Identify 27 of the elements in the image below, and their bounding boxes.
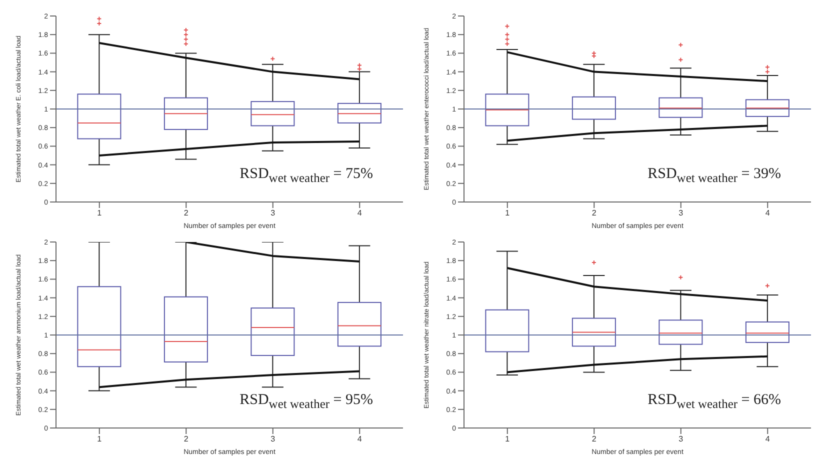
x-tick-label: 3 (270, 434, 276, 444)
x-tick-label: 1 (505, 208, 510, 218)
annotation: RSD$_{wet weather}$ = 75% (240, 166, 373, 186)
x-tick-label: 3 (678, 434, 684, 444)
x-tick-label: 1 (97, 434, 102, 444)
line-series (98, 140, 361, 156)
x-tick-label: 4 (357, 208, 362, 218)
line-series (98, 42, 361, 80)
line-series (506, 355, 769, 374)
line-series (506, 51, 769, 82)
x-tick-label: 4 (765, 208, 770, 218)
x-tick-label: 2 (184, 434, 189, 444)
x-tick-label: 3 (678, 208, 684, 218)
annotation: RSD$_{wet weather}$ = 39% (648, 166, 781, 186)
x-tick-label: 3 (270, 208, 276, 218)
line-series (506, 124, 769, 142)
x-tick-label: 1 (505, 434, 510, 444)
x-tick-label: 2 (592, 208, 597, 218)
x-tick-label: 4 (357, 434, 362, 444)
annotation: RSD$_{wet weather}$ = 95% (240, 392, 373, 412)
x-tick-label: 4 (765, 434, 770, 444)
x-tick-label: 2 (592, 434, 597, 444)
x-tick-label: 2 (184, 208, 189, 218)
annotation: RSD$_{wet weather}$ = 66% (648, 392, 781, 412)
line-series (506, 267, 769, 302)
x-tick-label: 1 (97, 208, 102, 218)
line-series (98, 370, 361, 388)
